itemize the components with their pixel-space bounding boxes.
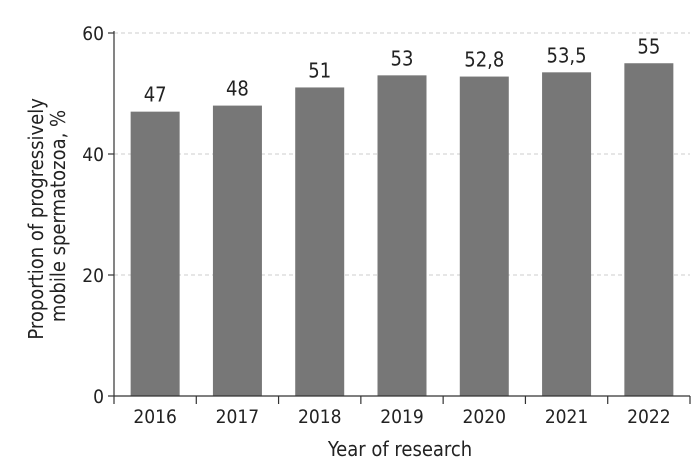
y-tick-label: 0 bbox=[93, 386, 104, 408]
data-label-2022: 55 bbox=[637, 34, 660, 58]
y-tick-label: 40 bbox=[82, 144, 104, 166]
data-label-2020: 52,8 bbox=[464, 48, 504, 72]
data-label-2021: 53,5 bbox=[547, 43, 587, 67]
x-tick-label-2018: 2018 bbox=[298, 406, 342, 428]
x-tick-label-2019: 2019 bbox=[380, 406, 424, 428]
data-label-2017: 48 bbox=[226, 77, 249, 101]
bar-2019 bbox=[377, 75, 427, 396]
data-label-2016: 47 bbox=[144, 83, 167, 107]
x-tick-label-2021: 2021 bbox=[545, 406, 589, 428]
x-axis-title: Year of research bbox=[327, 437, 472, 461]
bars bbox=[130, 63, 674, 397]
data-label-2019: 53 bbox=[391, 46, 414, 70]
data-label-2018: 51 bbox=[308, 58, 331, 82]
bar-2018 bbox=[295, 87, 345, 396]
y-tick-label: 60 bbox=[82, 23, 104, 45]
x-tick-label-2017: 2017 bbox=[216, 406, 260, 428]
x-tick-label-2022: 2022 bbox=[627, 406, 671, 428]
bar-2022 bbox=[624, 63, 674, 396]
axes bbox=[108, 31, 691, 404]
y-axis-title: Proportion of progressively mobile sperm… bbox=[24, 92, 70, 339]
bar-2017 bbox=[212, 105, 262, 396]
bar-2016 bbox=[130, 111, 180, 397]
y-tick-label: 20 bbox=[82, 265, 104, 287]
x-tick-label-2020: 2020 bbox=[463, 406, 507, 428]
bar-2021 bbox=[542, 72, 592, 396]
y-axis-title-line-2: mobile spermatozoa, % bbox=[46, 110, 70, 322]
labels: 47 48 51 53 52,8 53,5 55 0 20 40 60 2016 2017 2018 201… bbox=[82, 23, 670, 428]
x-tick-label-2016: 2016 bbox=[133, 406, 177, 428]
y-axis-title-line-1: Proportion of progressively bbox=[24, 98, 48, 340]
bar-2020 bbox=[459, 76, 509, 396]
